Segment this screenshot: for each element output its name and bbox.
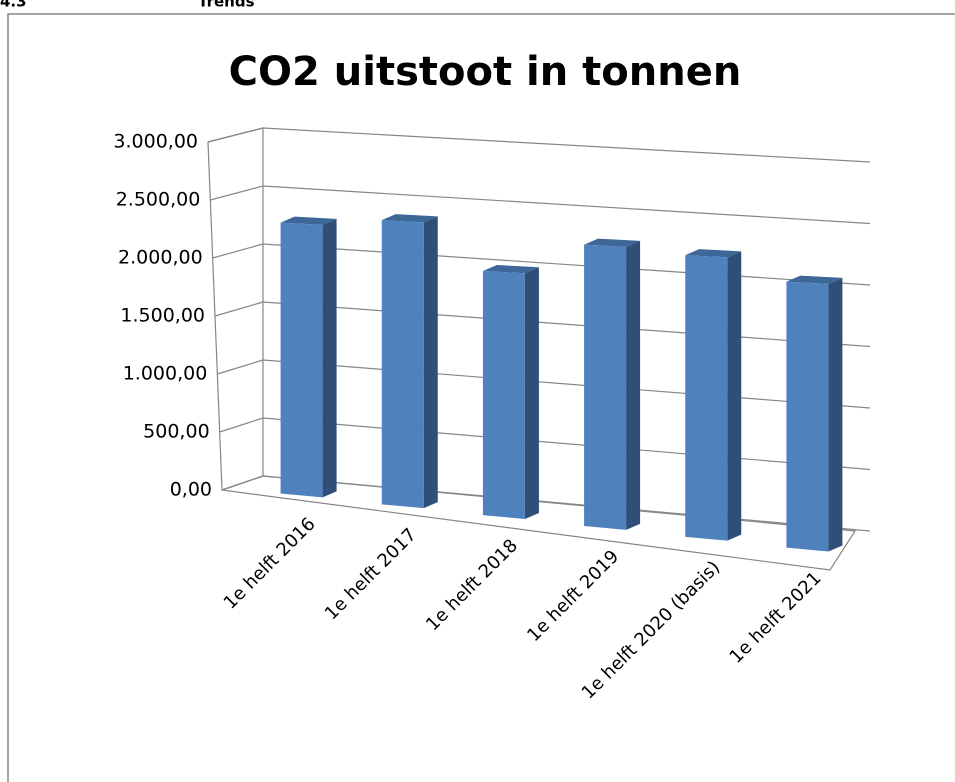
bar-top (786, 275, 843, 284)
section-number: 4.3 (0, 0, 27, 11)
y-tick-label: 3.000,00 (113, 131, 198, 153)
bar (584, 238, 641, 530)
chart-frame (7, 13, 955, 782)
x-tick-label: 1e helft 2019 (523, 546, 623, 646)
x-tick-label: 1e helft 2021 (726, 568, 826, 668)
bar-top (280, 216, 337, 225)
x-tick-label: 1e helft 2017 (321, 524, 421, 624)
grid-line (262, 417, 871, 471)
side-grid-line (210, 185, 264, 201)
side-grid-line (221, 475, 264, 491)
bar-front (381, 220, 424, 509)
y-tick-label: 2.000,00 (118, 247, 203, 269)
bar-top (482, 264, 539, 274)
bar-side (322, 218, 337, 498)
chart-title: CO2 uitstoot in tonnen (229, 49, 742, 95)
bar-front (482, 270, 525, 519)
bar-side (524, 267, 539, 519)
bar-side (626, 240, 641, 530)
grid-line (262, 359, 871, 409)
bar (280, 216, 337, 498)
side-grid-line (207, 127, 264, 143)
bar-front (280, 222, 323, 498)
side-grid-line (219, 417, 264, 433)
grid-line (262, 475, 871, 532)
grid-line (262, 127, 871, 163)
bar (381, 214, 438, 509)
bar-side (828, 277, 843, 552)
y-tick-label: 500,00 (143, 421, 209, 443)
bar-side (727, 251, 742, 541)
side-grid-line (217, 359, 264, 375)
x-tick-label: 1e helft 2016 (220, 514, 320, 614)
bar-front (584, 244, 627, 530)
bar-top (584, 238, 641, 247)
bar-front (786, 281, 829, 552)
grid-line (262, 185, 871, 225)
grid-line (262, 243, 871, 286)
bar (685, 249, 742, 541)
grid-line (262, 301, 871, 348)
bar-top (381, 214, 438, 223)
side-wall (207, 127, 264, 491)
side-grid-line (214, 301, 264, 317)
bar-top (685, 249, 742, 258)
side-grid-line (212, 243, 264, 259)
y-tick-label: 1.000,00 (123, 363, 208, 385)
bar (482, 264, 539, 519)
bar (786, 275, 843, 552)
y-tick-label: 2.500,00 (116, 189, 201, 211)
y-tick-label: 0,00 (170, 479, 212, 501)
y-tick-label: 1.500,00 (120, 305, 205, 327)
section-title: Trends (198, 0, 255, 11)
bar-front (685, 255, 728, 541)
x-tick-label: 1e helft 2018 (422, 535, 522, 635)
bar-side (423, 216, 438, 509)
